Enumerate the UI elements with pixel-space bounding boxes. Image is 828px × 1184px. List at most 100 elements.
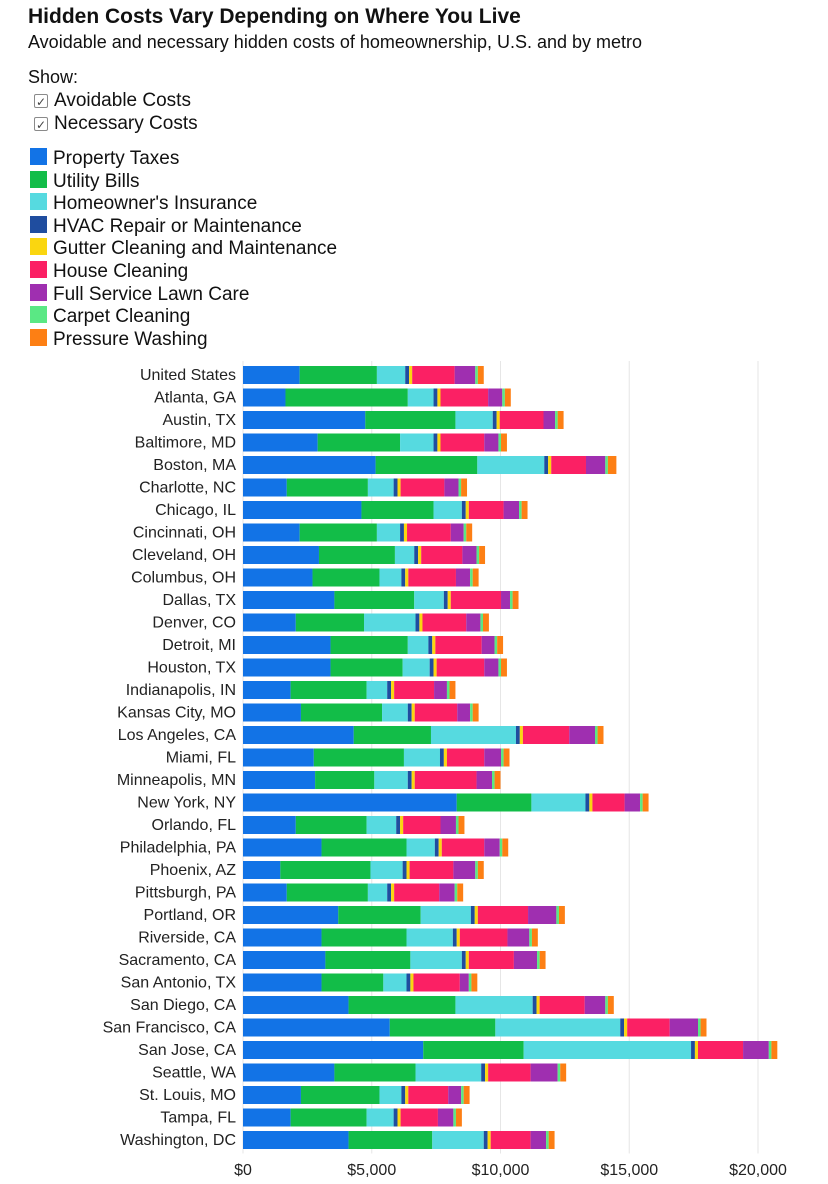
bar-segment — [418, 546, 422, 564]
bar-segment — [439, 748, 444, 767]
bar-segment — [422, 613, 467, 632]
bar-segment — [440, 388, 489, 407]
bar-segment — [529, 928, 532, 947]
bar-segment — [318, 546, 395, 564]
bar-segment — [482, 613, 489, 632]
bar-segment — [477, 861, 484, 879]
bar-segment — [558, 906, 565, 924]
bar-segment — [698, 1041, 744, 1059]
bar-segment — [504, 388, 511, 407]
bar-segment — [484, 658, 499, 677]
bar-segment — [338, 906, 421, 924]
bar-segment — [468, 973, 472, 992]
bar-segment — [400, 478, 445, 497]
bar-segment — [624, 793, 641, 812]
bar-segment — [403, 748, 440, 767]
bar-segment — [411, 703, 415, 722]
bar-segment — [334, 591, 415, 609]
avoidable-costs-checkbox[interactable]: ✓ — [34, 94, 48, 109]
necessary-costs-checkbox[interactable]: ✓ — [34, 117, 48, 132]
bar-segment — [387, 681, 392, 699]
bar-segment — [379, 1086, 402, 1104]
bar-segment — [492, 771, 495, 789]
bar-segment — [447, 591, 451, 609]
x-tick-label: $20,000 — [729, 1162, 787, 1179]
bar-segment — [400, 1108, 438, 1127]
category-label: United States — [140, 367, 236, 384]
bar-segment — [409, 366, 413, 384]
category-label: San Jose, CA — [138, 1042, 236, 1059]
bar-segment — [450, 523, 464, 542]
bar-segment — [443, 748, 447, 767]
bar-segment — [410, 951, 462, 969]
bar-segment — [452, 928, 457, 947]
bar-segment — [317, 433, 401, 452]
bar-segment — [496, 411, 500, 429]
category-label: Dallas, TX — [162, 592, 236, 609]
bar-segment — [546, 1131, 549, 1149]
bar-segment — [286, 883, 368, 902]
bar-segment — [243, 366, 300, 384]
legend-swatch — [30, 215, 47, 233]
bar-segment — [503, 501, 520, 519]
category-label: Los Angeles, CA — [118, 727, 237, 744]
bar-segment — [419, 613, 423, 632]
bar-segment — [407, 771, 412, 789]
bar-segment — [367, 478, 394, 497]
bar-segment — [243, 1108, 291, 1127]
bar-segment — [595, 726, 598, 744]
bar-segment — [423, 1041, 524, 1059]
bar-segment — [243, 388, 286, 407]
bar-segment — [243, 838, 322, 857]
bar-segment — [243, 591, 335, 609]
bar-segment — [457, 703, 471, 722]
bar-segment — [406, 838, 435, 857]
legend-label: Homeowner's Insurance — [53, 193, 258, 215]
bar-segment — [243, 433, 318, 452]
bar-segment — [490, 1131, 531, 1149]
legend-item: Homeowner's Insurance — [30, 191, 257, 214]
bar-segment — [439, 883, 455, 902]
bar-segment — [397, 1108, 401, 1127]
avoidable-costs-toggle[interactable]: ✓ Avoidable Costs — [34, 90, 191, 112]
bar-segment — [557, 411, 564, 429]
bar-segment — [407, 703, 412, 722]
bar-segment — [411, 771, 415, 789]
bar-segment — [557, 1063, 561, 1082]
bar-segment — [383, 973, 407, 992]
legend-swatch — [30, 261, 47, 278]
legend-swatch — [30, 148, 47, 165]
bar-segment — [433, 658, 437, 677]
bar-segment — [295, 613, 365, 632]
bar-segment — [393, 1108, 398, 1127]
bar-segment — [470, 703, 473, 722]
category-label: Baltimore, MD — [135, 435, 236, 452]
bar-segment — [691, 1041, 695, 1059]
bar-segment — [539, 996, 585, 1014]
bar-segment — [455, 568, 471, 587]
category-label: Austin, TX — [162, 412, 236, 429]
bar-segment — [321, 973, 384, 992]
bar-segment — [243, 613, 296, 632]
bar-segment — [468, 951, 514, 969]
bar-segment — [430, 726, 516, 744]
bar-segment — [459, 973, 469, 992]
bar-segment — [453, 861, 476, 879]
category-label: St. Louis, MO — [139, 1087, 236, 1104]
necessary-costs-toggle[interactable]: ✓ Necessary Costs — [34, 113, 198, 135]
bar-segment — [488, 1063, 531, 1082]
bar-segment — [353, 726, 431, 744]
bar-segment — [414, 546, 419, 564]
bar-segment — [394, 681, 435, 699]
bar-segment — [440, 816, 456, 834]
bar-segment — [485, 1063, 489, 1082]
bar-segment — [462, 546, 477, 564]
bar-segment — [243, 658, 331, 677]
bar-segment — [458, 478, 462, 497]
bar-segment — [408, 568, 456, 587]
bar-segment — [243, 478, 287, 497]
bar-segment — [487, 1131, 491, 1149]
bar-segment — [501, 748, 504, 767]
bar-segment — [455, 816, 459, 834]
bar-segment — [624, 1018, 628, 1037]
